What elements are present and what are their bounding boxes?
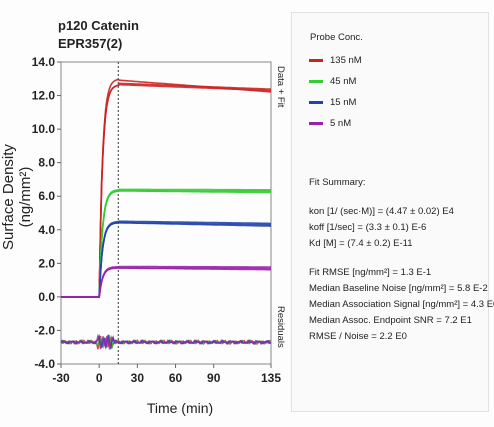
x-tick-label: 135: [261, 371, 281, 385]
x-tick-label: 90: [207, 371, 221, 385]
y-tick-label: 10.0: [32, 122, 56, 136]
y-tick-label: 14.0: [32, 55, 56, 69]
y-tick-label: 8.0: [38, 156, 55, 170]
series-curve-3: [61, 265, 271, 298]
series-curve-2: [61, 221, 271, 298]
series-curve-1: [61, 189, 271, 298]
y-tick-label: 6.0: [38, 189, 55, 203]
y-tick-label: 0.0: [38, 290, 55, 304]
legend-label: 5 nM: [330, 118, 352, 129]
fit-summary-title: Fit Summary:: [309, 177, 366, 188]
y-tick-label: -2.0: [34, 323, 55, 337]
y-tick-label: -4.0: [34, 357, 55, 371]
series-curve-1: [61, 188, 271, 298]
plot-frame: [60, 61, 272, 365]
residual-curve-3: [60, 333, 272, 351]
series-curve-1: [61, 188, 271, 298]
chart-title-line1: p120 Catenin: [58, 18, 139, 33]
series-curve-2: [61, 220, 271, 298]
series-curve-3: [61, 267, 271, 298]
fit-assoc-signal: Median Association Signal [ng/mm²] = 4.3…: [309, 299, 494, 310]
residuals-label: Residuals: [275, 306, 286, 348]
x-tick-label: 30: [131, 371, 145, 385]
legend-title: Probe Conc.: [310, 32, 363, 43]
series-curve-0: [61, 78, 272, 298]
fit-koff: koff [1/sec] = (3.3 ± 0.1) E-6: [309, 222, 427, 233]
fit-kd: Kd [M] = (7.4 ± 0.2) E-11: [309, 238, 413, 249]
legend-item: 45 nM: [309, 76, 356, 87]
chart-title-line2: EPR357(2): [58, 36, 123, 51]
legend-swatch: [309, 58, 323, 62]
legend-label: 45 nM: [330, 76, 357, 87]
legend-item: 5 nM: [309, 118, 351, 129]
legend-label: 15 nM: [330, 97, 357, 108]
x-tick-label: 60: [169, 371, 183, 385]
y-axis-label: Surface Density (ng/mm²): [0, 144, 34, 250]
legend-item: 15 nM: [309, 97, 356, 108]
y-tick-label: 2.0: [38, 256, 55, 270]
fit-kon: kon [1/ (sec·M)] = (4.47 ± 0.02) E4: [309, 206, 454, 217]
series-curve-2: [61, 220, 271, 298]
fit-rmse: Fit RMSE [ng/mm²] = 1.3 E-1: [309, 267, 432, 278]
data-fit-label: Data + Fit: [275, 66, 286, 108]
y-tick-label: 12.0: [32, 89, 56, 103]
legend-swatch: [309, 79, 323, 83]
legend-swatch: [309, 121, 323, 125]
x-tick-label: 0: [96, 371, 103, 385]
fit-baseline-noise: Median Baseline Noise [ng/mm²] = 5.8 E-2: [309, 283, 488, 294]
legend-swatch: [309, 100, 323, 104]
x-tick-label: -30: [52, 371, 70, 385]
y-tick-label: 4.0: [38, 223, 55, 237]
fit-rmse-noise: RMSE / Noise = 2.2 E0: [309, 331, 407, 342]
fit-endpoint-snr: Median Assoc. Endpoint SNR = 7.2 E1: [309, 315, 472, 326]
legend-panel: [291, 12, 489, 412]
legend-label: 135 nM: [330, 55, 362, 66]
x-axis-label: Time (min): [146, 400, 214, 416]
series-curve-3: [61, 265, 271, 298]
legend-item: 135 nM: [309, 55, 362, 66]
